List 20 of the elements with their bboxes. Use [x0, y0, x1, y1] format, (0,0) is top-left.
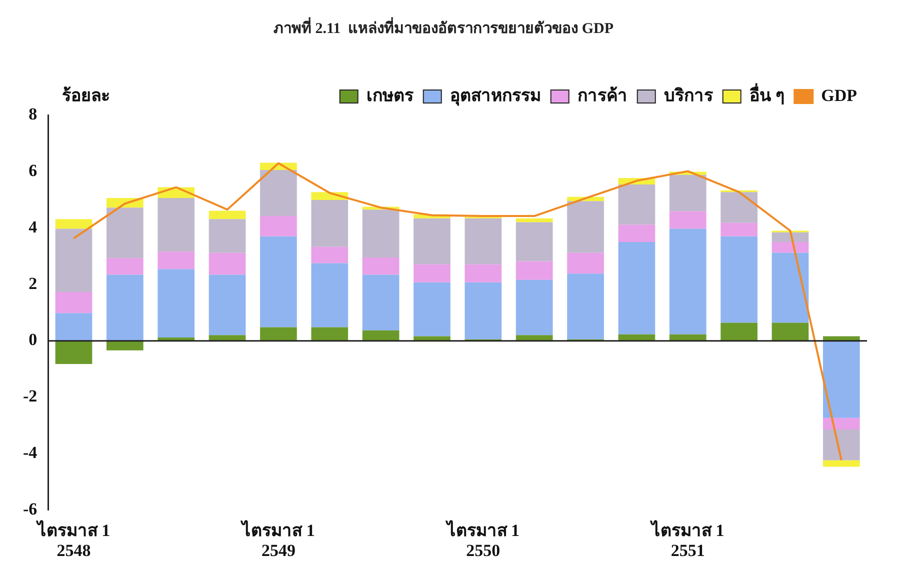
legend-label: เกษตร — [366, 86, 414, 105]
legend-label: อื่น ๆ — [749, 82, 785, 105]
y-tick-label: 4 — [28, 217, 38, 236]
x-tick-label: ไตรมาส 1 2550 — [444, 520, 520, 560]
y-tick-label: -6 — [22, 500, 38, 519]
legend-label: อุตสาหกรรม — [450, 86, 541, 106]
legend-label: GDP — [821, 86, 858, 105]
x-tick-label: ไตรมาส 1 2548 — [35, 520, 110, 560]
y-axis-title: ร้อยละ — [62, 86, 110, 105]
legend-label: การค้า — [577, 86, 628, 105]
y-tick-label: 6 — [28, 160, 38, 180]
x-tick-label: ไตรมาส 1 2551 — [650, 520, 724, 560]
y-tick-label: 2 — [28, 274, 38, 293]
y-tick-label: -4 — [22, 443, 38, 462]
y-tick-label: 0 — [28, 330, 38, 350]
chart-title: ภาพที่ 2.11 แหล่งที่มาของอัตราการขยายตัวของ GDP — [273, 16, 614, 37]
legend-label: บริการ — [664, 86, 714, 105]
y-tick-label: 8 — [28, 104, 38, 124]
x-tick-label: ไตรมาส 1 2549 — [240, 520, 315, 560]
y-tick-label: -2 — [22, 386, 38, 406]
